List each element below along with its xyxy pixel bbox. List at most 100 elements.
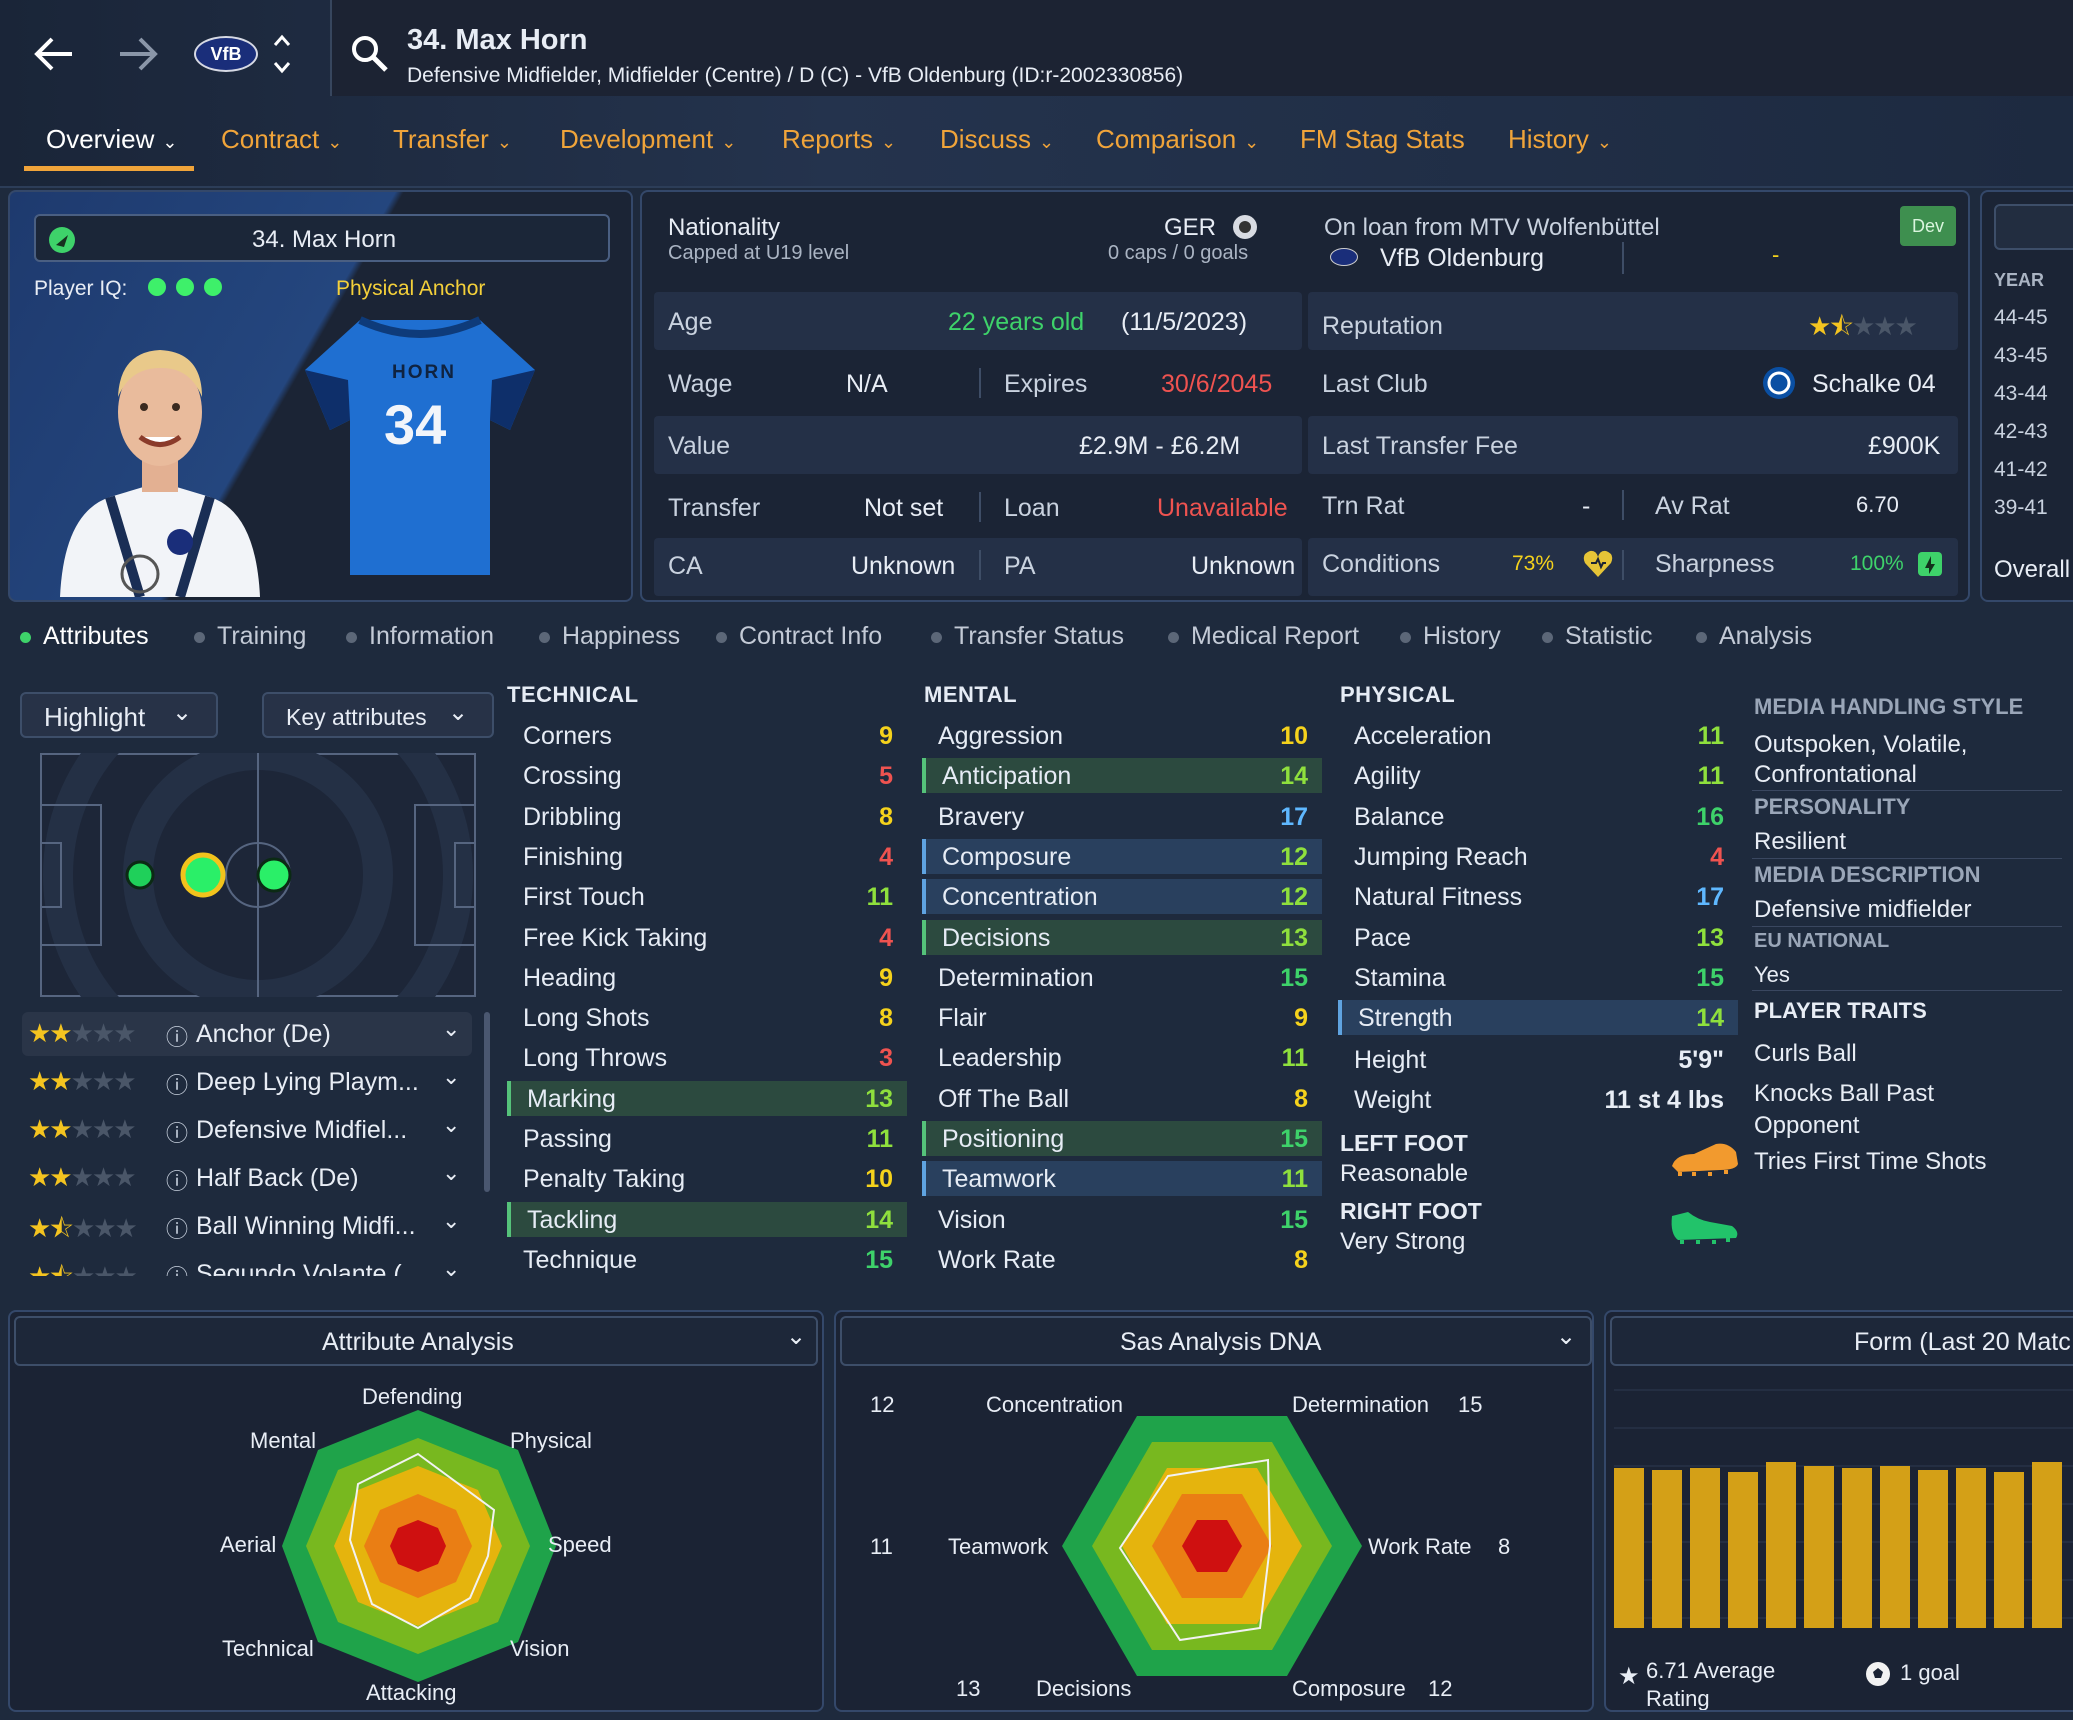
roles-scrollbar[interactable] [484,1012,490,1192]
tab-fm-stag-stats[interactable]: FM Stag Stats [1300,124,1465,155]
chevron-down-icon[interactable]: ⌄ [442,1016,461,1041]
attribute-row[interactable]: Determination 15 [922,960,1322,995]
attribute-row[interactable]: Work Rate 8 [922,1242,1322,1277]
attribute-row[interactable]: Flair 9 [922,1000,1322,1035]
attribute-row[interactable]: Tackling 14 [507,1201,907,1237]
tab-transfer[interactable]: Transfer ⌄ [393,124,512,155]
subtab-label: Happiness [562,622,681,650]
role-row[interactable]: ★★★★★ ⓘ Defensive Midfiel... ⌄ [22,1108,472,1152]
subtab-statistic[interactable]: Statistic [1542,622,1653,651]
attribute-row[interactable]: Teamwork 11 [922,1161,1322,1197]
attribute-row[interactable]: Off The Ball 8 [922,1081,1322,1116]
highlight-dropdown[interactable]: Highlight ⌄ [20,692,218,738]
star-full-icon: ★ [1808,311,1831,341]
info-icon[interactable]: ⓘ [166,1121,189,1146]
subtab-analysis[interactable]: Analysis [1696,622,1812,651]
chevron-down-icon[interactable]: ⌄ [442,1256,461,1276]
attribute-row[interactable]: Anticipation 14 [922,758,1322,794]
info-icon[interactable]: ⓘ [166,1260,188,1276]
attribute-row[interactable]: Passing 11 [507,1121,907,1156]
attribute-row[interactable]: Finishing 4 [507,839,907,874]
role-row[interactable]: ★★★★★ ⓘ Deep Lying Playm... ⌄ [22,1060,472,1104]
subtab-transfer-status[interactable]: Transfer Status [931,622,1124,651]
form-bar [1614,1468,1644,1628]
role-row[interactable]: ★⯪★★★ ⓘ Segundo Volante ( ⌄ [22,1252,472,1276]
chevron-down-icon[interactable]: ⌄ [442,1112,461,1137]
attribute-row[interactable]: Long Throws 3 [507,1040,907,1075]
chevron-down-icon[interactable]: ⌄ [442,1064,461,1089]
role-row[interactable]: ★★★★★ ⓘ Anchor (De) ⌄ [22,1012,472,1056]
back-arrow-icon[interactable] [32,34,76,74]
tab-history[interactable]: History ⌄ [1508,124,1612,155]
attribute-row[interactable]: Decisions 13 [922,919,1322,955]
info-icon[interactable]: ⓘ [166,1073,189,1098]
attribute-row[interactable]: Leadership 11 [922,1040,1322,1075]
attribute-row[interactable]: Bravery 17 [922,799,1322,834]
attribute-row[interactable]: Long Shots 8 [507,1000,907,1035]
attribute-row[interactable]: Crossing 5 [507,758,907,793]
history-dropdown[interactable] [1994,204,2073,250]
attribute-row[interactable]: Vision 15 [922,1202,1322,1237]
attribute-row[interactable]: Composure 12 [922,838,1322,874]
attribute-row[interactable]: Concentration 12 [922,879,1322,915]
tab-comparison[interactable]: Comparison ⌄ [1096,124,1259,155]
tab-development[interactable]: Development ⌄ [560,124,736,155]
info-icon[interactable]: ⓘ [166,1169,189,1194]
trait-item: Knocks Ball Past Opponent [1754,1080,1935,1139]
attribute-row[interactable]: Aggression 10 [922,718,1322,753]
attribute-row[interactable]: Agility 11 [1338,758,1738,793]
forward-arrow-icon[interactable] [116,34,160,74]
subtab-attributes[interactable]: Attributes [20,622,149,651]
attribute-row[interactable]: Balance 16 [1338,799,1738,834]
subtab-information[interactable]: Information [346,622,494,651]
subtab-medical-report[interactable]: Medical Report [1168,622,1359,651]
divider [1752,990,2062,991]
subtab-contract-info[interactable]: Contract Info [716,622,882,651]
form-dropdown[interactable]: Form (Last 20 Matc [1610,1316,2073,1366]
attribute-name: Corners [523,722,612,750]
role-row[interactable]: ★★★★★ ⓘ Half Back (De) ⌄ [22,1156,472,1200]
chevron-down-icon[interactable]: ⌄ [442,1208,461,1233]
attribute-row[interactable]: Technique 15 [507,1242,907,1277]
key-attributes-dropdown[interactable]: Key attributes ⌄ [262,692,494,738]
iq-dot [204,278,222,296]
attribute-row[interactable]: Stamina 15 [1338,960,1738,995]
club-badge-icon[interactable]: VfB [194,36,258,72]
last-club-value[interactable]: Schalke 04 [1812,370,1936,398]
dev-badge[interactable]: Dev [1900,206,1956,246]
right-boot-icon [1671,1212,1738,1244]
attribute-row[interactable]: First Touch 11 [507,879,907,914]
loan-club-name[interactable]: VfB Oldenburg [1380,244,1544,272]
attribute-row[interactable]: Acceleration 11 [1338,718,1738,753]
attribute-row[interactable]: Dribbling 8 [507,799,907,834]
attribute-row[interactable]: Natural Fitness 17 [1338,879,1738,914]
chevron-down-icon[interactable]: ⌄ [442,1160,461,1185]
attribute-row[interactable]: Free Kick Taking 4 [507,920,907,955]
attribute-row[interactable]: Positioning 15 [922,1121,1322,1156]
info-icon[interactable]: ⓘ [166,1217,189,1242]
search-icon[interactable] [350,34,390,74]
chevron-down-icon: ⌄ [881,132,897,152]
tab-reports[interactable]: Reports ⌄ [782,124,896,155]
attribute-analysis-dropdown[interactable]: Attribute Analysis ⌄ [14,1316,818,1366]
tab-label: History [1508,124,1589,154]
attribute-name: Work Rate [938,1245,1056,1274]
tab-overview[interactable]: Overview ⌄ [46,124,177,155]
info-icon[interactable]: ⓘ [166,1025,189,1050]
attribute-row[interactable]: Jumping Reach 4 [1338,839,1738,874]
attribute-row[interactable]: Corners 9 [507,718,907,753]
subtab-training[interactable]: Training [194,622,306,651]
attribute-row[interactable]: Marking 13 [507,1080,907,1116]
subtab-happiness[interactable]: Happiness [539,622,680,651]
attribute-row[interactable]: Strength 14 [1338,1000,1738,1036]
dna-dropdown[interactable]: Sas Analysis DNA ⌄ [840,1316,1592,1366]
attribute-row[interactable]: Pace 13 [1338,920,1738,955]
tab-contract[interactable]: Contract ⌄ [221,124,342,155]
tab-discuss[interactable]: Discuss ⌄ [940,124,1054,155]
attribute-row[interactable]: Penalty Taking 10 [507,1161,907,1196]
subtab-history[interactable]: History [1400,622,1501,651]
radar-label: Speed [548,1532,612,1557]
up-down-chevron-icon[interactable] [272,30,292,78]
attribute-row[interactable]: Heading 9 [507,960,907,995]
role-row[interactable]: ★⯪★★★ ⓘ Ball Winning Midfi... ⌄ [22,1204,472,1248]
